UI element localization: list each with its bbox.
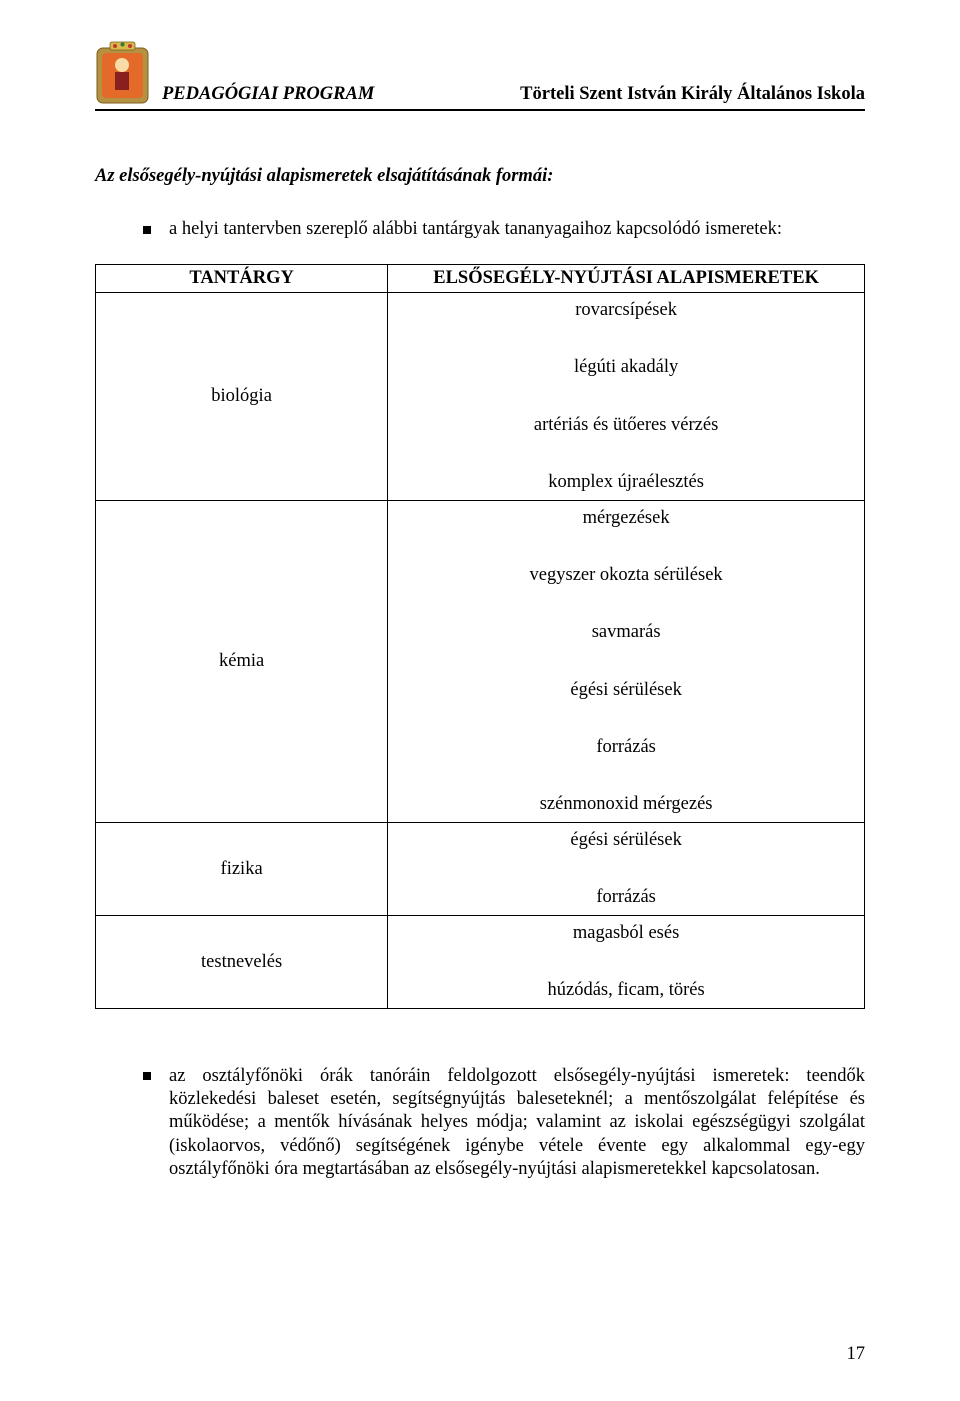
table-row: kémia mérgezésekvegyszer okozta sérülése… — [96, 500, 865, 822]
table-cell-subject: kémia — [96, 500, 388, 822]
table-cell-subject: biológia — [96, 293, 388, 501]
section-title: Az elsősegély-nyújtási alapismeretek els… — [95, 166, 865, 187]
table-cell-subject: testnevelés — [96, 916, 388, 1009]
table-header-cell: TANTÁRGY — [96, 265, 388, 293]
table-row: fizika égési sérülésekforrázás — [96, 823, 865, 916]
table-cell-content: égési sérülésekforrázás — [388, 823, 865, 916]
header-title-left: PEDAGÓGIAI PROGRAM — [162, 84, 374, 105]
table-row: testnevelés magasból eséshúzódás, ficam,… — [96, 916, 865, 1009]
bullet-text: az osztályfőnöki órák tanóráin feldolgoz… — [169, 1065, 865, 1181]
school-logo-icon — [95, 40, 150, 105]
curriculum-table: TANTÁRGY ELSŐSEGÉLY-NYÚJTÁSI ALAPISMERET… — [95, 264, 865, 1009]
bullet-text: a helyi tantervben szereplő alábbi tantá… — [169, 219, 782, 240]
square-bullet-icon — [143, 1072, 151, 1080]
table-cell-content: magasból eséshúzódás, ficam, törés — [388, 916, 865, 1009]
table-row: biológia rovarcsípéseklégúti akadályarté… — [96, 293, 865, 501]
table-cell-content: mérgezésekvegyszer okozta sérüléseksavma… — [388, 500, 865, 822]
page-header: PEDAGÓGIAI PROGRAM Törteli Szent István … — [95, 40, 865, 111]
bullet-item: az osztályfőnöki órák tanóráin feldolgoz… — [143, 1065, 865, 1181]
bullet-item: a helyi tantervben szereplő alábbi tantá… — [143, 219, 865, 240]
table-header-cell: ELSŐSEGÉLY-NYÚJTÁSI ALAPISMERETEK — [388, 265, 865, 293]
table-header-row: TANTÁRGY ELSŐSEGÉLY-NYÚJTÁSI ALAPISMERET… — [96, 265, 865, 293]
table-cell-content: rovarcsípéseklégúti akadályartériás és ü… — [388, 293, 865, 501]
table-cell-subject: fizika — [96, 823, 388, 916]
square-bullet-icon — [143, 226, 151, 234]
page-number: 17 — [847, 1344, 866, 1365]
header-title-right: Törteli Szent István Király Általános Is… — [520, 84, 865, 105]
